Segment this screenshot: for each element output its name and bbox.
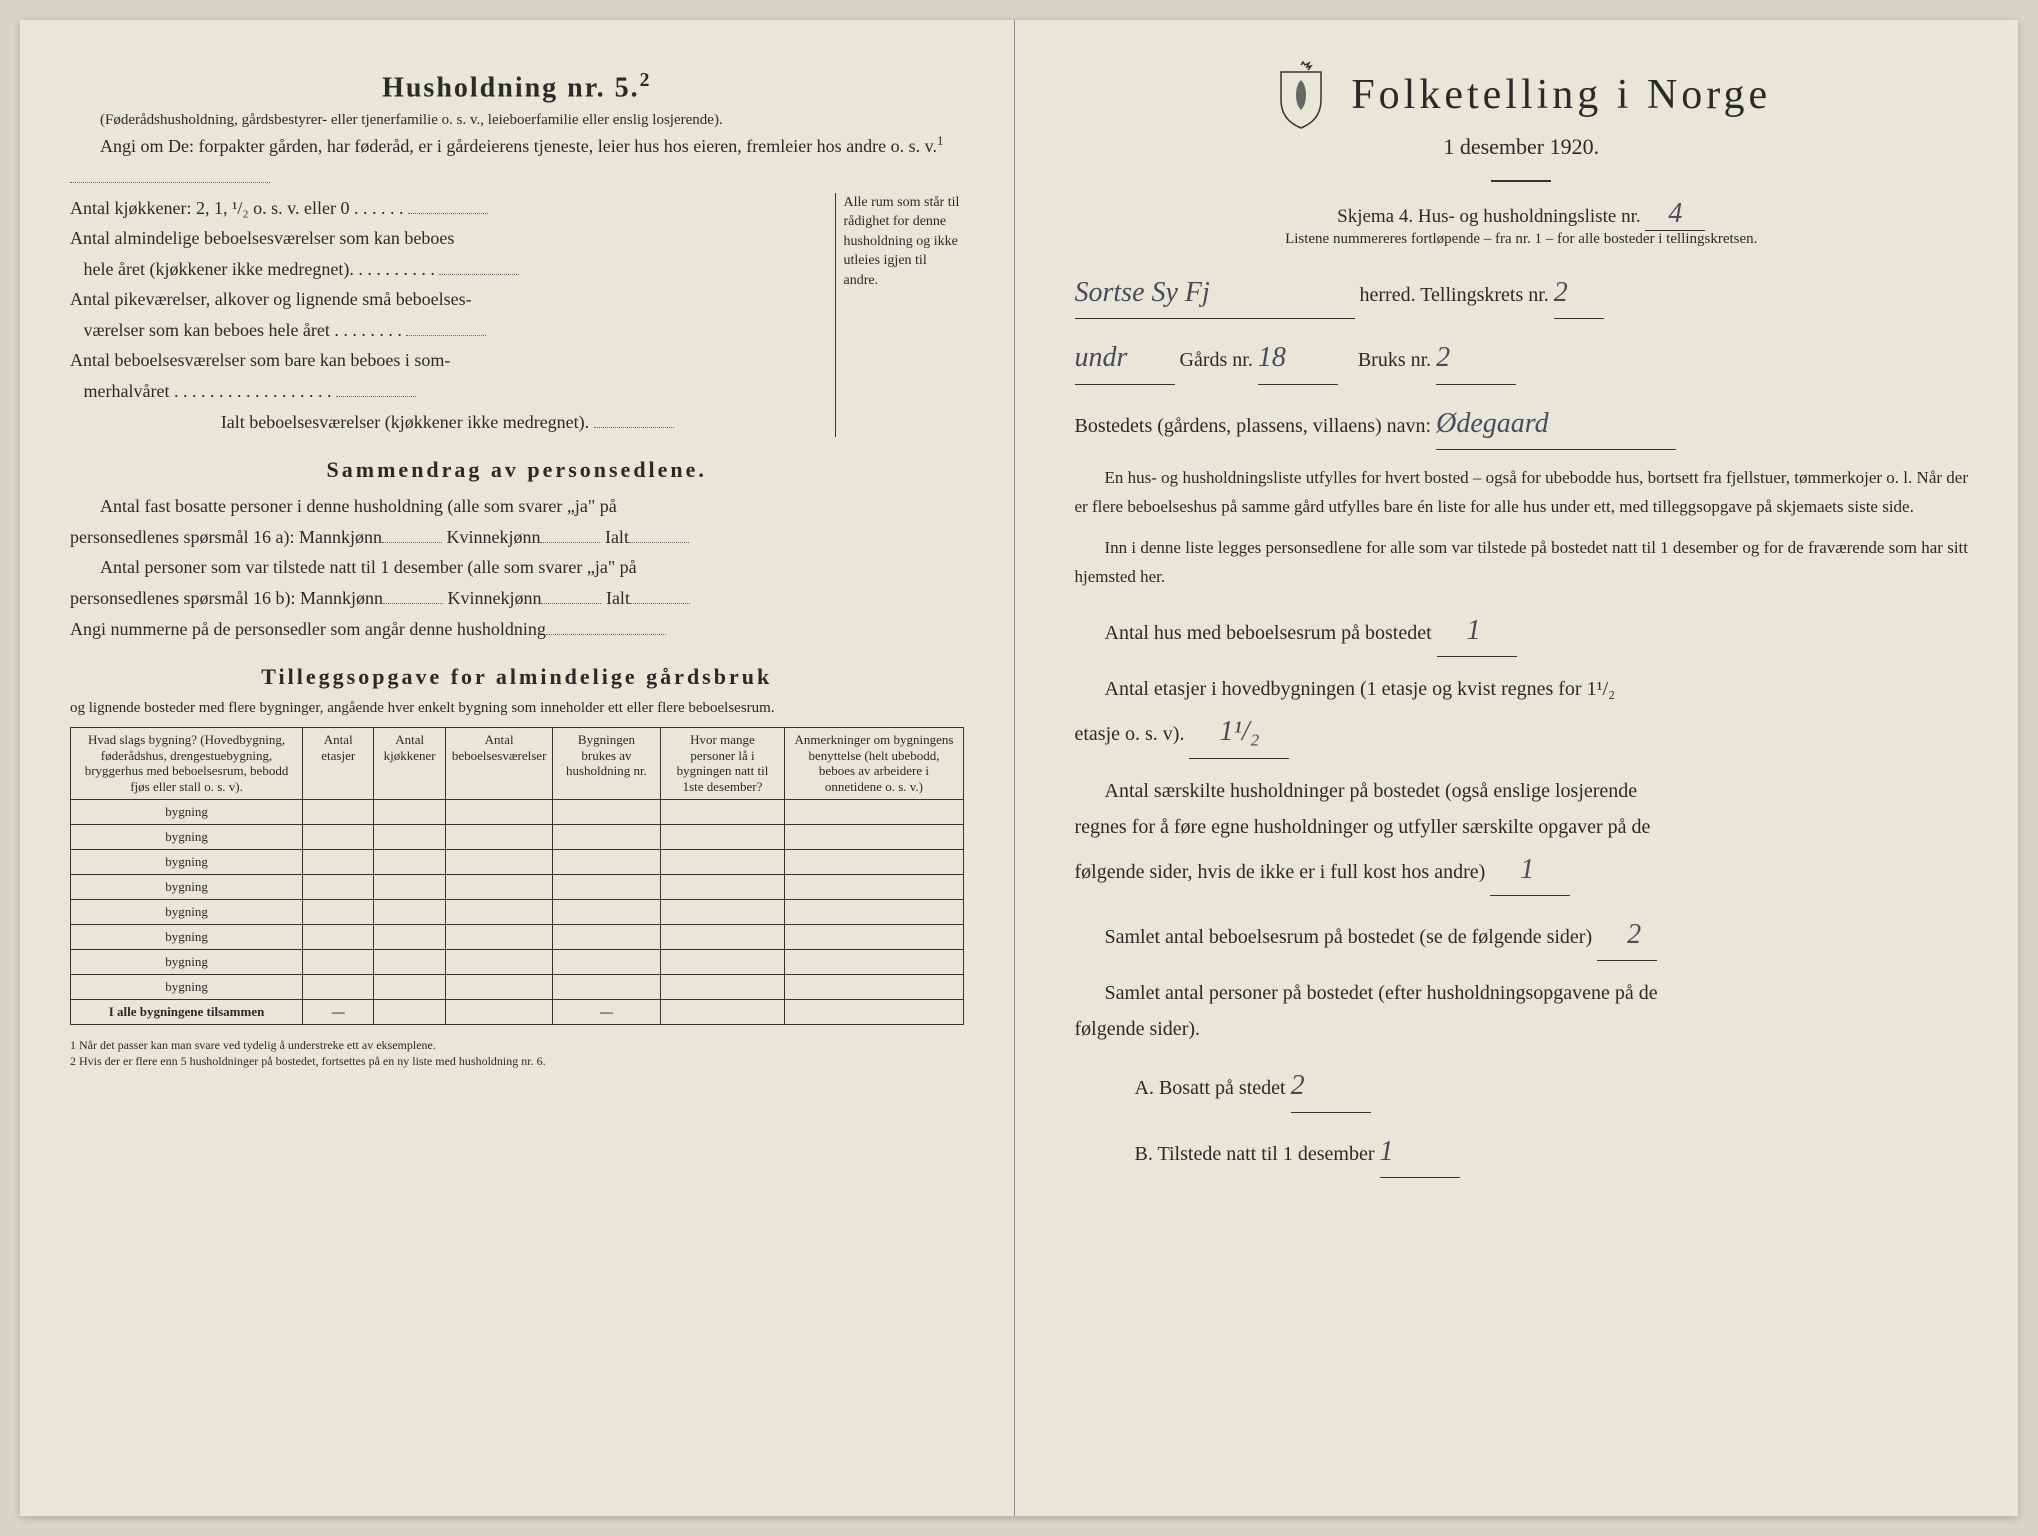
table-row: bygning — [71, 949, 964, 974]
title-row: Folketelling i Norge — [1075, 60, 1969, 130]
antal-hus-line: Antal hus med beboelsesrum på bostedet 1 — [1075, 606, 1969, 657]
saerskilte-line: Antal særskilte husholdninger på bostede… — [1075, 773, 1969, 896]
para1: En hus- og husholdningsliste utfylles fo… — [1075, 464, 1969, 522]
th-anmerk: Anmerkninger om bygningens benyttelse (h… — [785, 728, 963, 799]
b-line: B. Tilstede natt til 1 desember 1 — [1135, 1127, 1969, 1178]
household5-title: Husholdning nr. 5.2 — [70, 70, 964, 104]
building-table: Hvad slags bygning? (Hovedbygning, føder… — [70, 727, 964, 1024]
left-page: Husholdning nr. 5.2 (Føderådshusholdning… — [20, 20, 1015, 1516]
th-hushold: Bygningen brukes av husholdning nr. — [553, 728, 660, 799]
table-row: bygning — [71, 824, 964, 849]
table-row: bygning — [71, 874, 964, 899]
th-personer: Hvor mange personer lå i bygningen natt … — [660, 728, 785, 799]
kjokkener-line: Antal kjøkkener: 2, 1, ¹/₂ o. s. v. elle… — [70, 193, 825, 224]
ialt-line: Ialt beboelsesværelser (kjøkkener ikke m… — [70, 407, 825, 438]
pike-line: Antal pikeværelser, alkover og lignende … — [70, 284, 825, 345]
main-title: Folketelling i Norge — [1351, 71, 1771, 119]
footnotes: 1 Når det passer kan man svare ved tydel… — [70, 1037, 964, 1071]
almindelige-line: Antal almindelige beboelsesværelser som … — [70, 223, 825, 284]
th-etasjer: Antal etasjer — [303, 728, 374, 799]
sommer-line: Antal beboelsesværelser som bare kan beb… — [70, 345, 825, 406]
herred-line: Sortse Sy Fj herred. Tellingskrets nr. 2 — [1075, 268, 1969, 319]
footnote-1: 1 Når det passer kan man svare ved tydel… — [70, 1037, 964, 1054]
coat-of-arms-icon — [1271, 60, 1331, 130]
household5-angi: Angi om De: forpakter gården, har føderå… — [70, 131, 964, 192]
table-total-row: I alle bygningene tilsammen — — — [71, 999, 964, 1024]
gards-line: undr Gårds nr. 18 Bruks nr. 2 — [1075, 333, 1969, 384]
fast-line: Antal fast bosatte personer i denne hush… — [70, 491, 964, 552]
bosted-line: Bostedets (gårdens, plassens, villaens) … — [1075, 399, 1969, 450]
table-row: bygning — [71, 849, 964, 874]
total-label: I alle bygningene tilsammen — [71, 999, 303, 1024]
para2: Inn i denne liste legges personsedlene f… — [1075, 534, 1969, 592]
nummerne-line: Angi nummerne på de personsedler som ang… — [70, 614, 964, 645]
etasjer-line: Antal etasjer i hovedbygningen (1 etasje… — [1075, 671, 1969, 758]
tillegg-desc: og lignende bosteder med flere bygninger… — [70, 698, 964, 719]
samlet-pers-line: Samlet antal personer på bostedet (efter… — [1075, 975, 1969, 1047]
th-bygning: Hvad slags bygning? (Hovedbygning, føder… — [71, 728, 303, 799]
tilstede-line: Antal personer som var tilstede natt til… — [70, 552, 964, 613]
th-kjokkener: Antal kjøkkener — [374, 728, 445, 799]
household5-desc: (Føderådshusholdning, gårdsbestyrer- ell… — [70, 110, 964, 131]
document-spread: Husholdning nr. 5.2 (Føderådshusholdning… — [20, 20, 2018, 1516]
a-line: A. Bosatt på stedet 2 — [1135, 1061, 1969, 1112]
right-page: Folketelling i Norge 1 desember 1920. Sk… — [1015, 20, 2019, 1516]
listene-note: Listene nummereres fortløpende – fra nr.… — [1075, 231, 1969, 248]
tillegg-title: Tilleggsopgave for almindelige gårdsbruk — [70, 664, 964, 690]
footnote-2: 2 Hvis der er flere enn 5 husholdninger … — [70, 1053, 964, 1070]
table-header-row: Hvad slags bygning? (Hovedbygning, føder… — [71, 728, 964, 799]
sammendrag-title: Sammendrag av personsedlene. — [70, 457, 964, 483]
rooms-section: Antal kjøkkener: 2, 1, ¹/₂ o. s. v. elle… — [70, 193, 964, 438]
table-row: bygning — [71, 974, 964, 999]
th-vaerelser: Antal beboelsesværelser — [445, 728, 553, 799]
table-row: bygning — [71, 799, 964, 824]
table-row: bygning — [71, 899, 964, 924]
skjema-line: Skjema 4. Hus- og husholdningsliste nr. … — [1075, 198, 1969, 231]
samlet-rum-line: Samlet antal beboelsesrum på bostedet (s… — [1075, 910, 1969, 961]
table-row: bygning — [71, 924, 964, 949]
subtitle: 1 desember 1920. — [1075, 134, 1969, 160]
bracket-note: Alle rum som står til rådighet for denne… — [835, 193, 964, 438]
divider — [1491, 180, 1551, 182]
